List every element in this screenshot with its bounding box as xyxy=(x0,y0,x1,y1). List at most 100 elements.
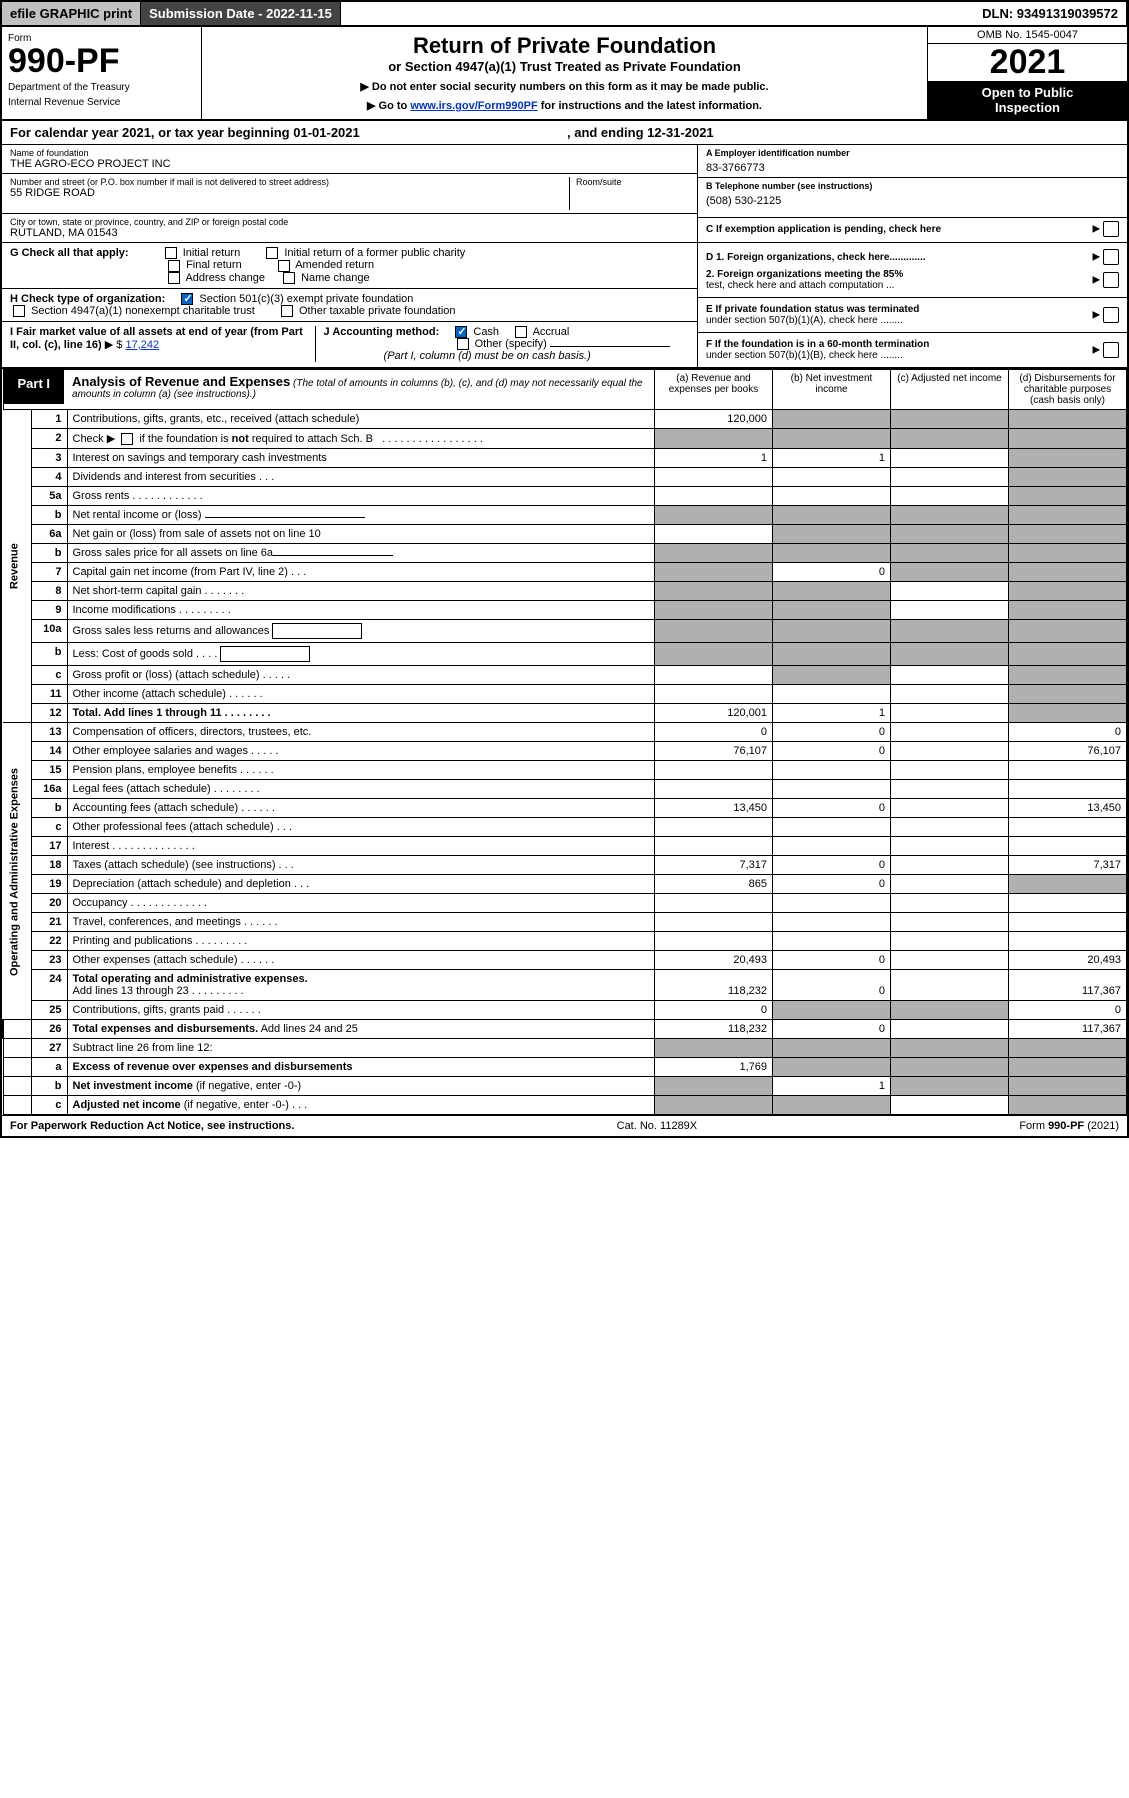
col-b-header: (b) Net investment income xyxy=(773,370,891,410)
row-val-a: 1 xyxy=(655,449,773,468)
room-label: Room/suite xyxy=(576,177,689,187)
tax-year: 2021 xyxy=(928,44,1127,81)
h-4947-checkbox[interactable] xyxy=(13,305,25,317)
j-accrual: Accrual xyxy=(533,326,570,338)
row-num: 11 xyxy=(31,685,67,704)
footer-left: For Paperwork Reduction Act Notice, see … xyxy=(10,1120,294,1132)
form-id-block: Form 990-PF Department of the Treasury I… xyxy=(2,27,202,119)
h-opt2: Section 4947(a)(1) nonexempt charitable … xyxy=(31,305,255,317)
row-num: 25 xyxy=(31,1001,67,1020)
instr2-post: for instructions and the latest informat… xyxy=(541,100,762,112)
row-desc: Total expenses and disbursements. Add li… xyxy=(67,1020,655,1039)
row-val-a: 0 xyxy=(655,723,773,742)
table-row: 2 Check ▶ if the foundation is not requi… xyxy=(3,429,1127,449)
d2-checkbox[interactable] xyxy=(1103,272,1119,288)
phone-cell: B Telephone number (see instructions) (5… xyxy=(698,178,1127,218)
row-desc: Pension plans, employee benefits . . . .… xyxy=(67,761,655,780)
table-row: 11 Other income (attach schedule) . . . … xyxy=(3,685,1127,704)
row-num: 15 xyxy=(31,761,67,780)
cal-end: 12-31-2021 xyxy=(647,125,714,140)
row-desc: Contributions, gifts, grants paid . . . … xyxy=(67,1001,655,1020)
ghi-left: G Check all that apply: Initial return I… xyxy=(2,243,697,367)
table-row: 16a Legal fees (attach schedule) . . . .… xyxy=(3,780,1127,799)
row-desc: Interest on savings and temporary cash i… xyxy=(67,449,655,468)
row-desc: Income modifications . . . . . . . . . xyxy=(67,601,655,620)
exemption-checkbox[interactable] xyxy=(1103,221,1119,237)
r10a-d: Gross sales less returns and allowances xyxy=(73,625,270,637)
footer-row: For Paperwork Reduction Act Notice, see … xyxy=(2,1115,1127,1136)
page-container: efile GRAPHIC print Submission Date - 20… xyxy=(0,0,1129,1138)
g-initial: Initial return xyxy=(183,247,240,259)
row-desc: Check ▶ if the foundation is not require… xyxy=(67,429,655,449)
exemption-pending-cell: C If exemption application is pending, c… xyxy=(698,218,1127,240)
table-row: 17 Interest . . . . . . . . . . . . . . xyxy=(3,837,1127,856)
row-num: 17 xyxy=(31,837,67,856)
row-num: 2 xyxy=(31,429,67,449)
d1-checkbox[interactable] xyxy=(1103,249,1119,265)
g-amended-checkbox[interactable] xyxy=(278,260,290,272)
form-instruction-1: ▶ Do not enter social security numbers o… xyxy=(212,80,917,93)
dln-label: DLN: 93491319039572 xyxy=(974,2,1127,25)
e-checkbox[interactable] xyxy=(1103,307,1119,323)
j-cash-checkbox[interactable] xyxy=(455,326,467,338)
expenses-side-label: Operating and Administrative Expenses xyxy=(3,723,31,1020)
form-instruction-2: ▶ Go to www.irs.gov/Form990PF for instru… xyxy=(212,99,917,112)
j-accrual-checkbox[interactable] xyxy=(515,326,527,338)
row-desc: Other income (attach schedule) . . . . .… xyxy=(67,685,655,704)
g-initial-former-checkbox[interactable] xyxy=(266,247,278,259)
open-line1: Open to Public xyxy=(932,85,1123,100)
part1-header-row: Part I Analysis of Revenue and Expenses … xyxy=(3,370,1127,410)
row-desc: Total operating and administrative expen… xyxy=(67,970,655,1001)
table-row: b Net investment income (if negative, en… xyxy=(3,1077,1127,1096)
form990pf-link[interactable]: www.irs.gov/Form990PF xyxy=(410,100,537,112)
g-initial-checkbox[interactable] xyxy=(165,247,177,259)
row-num: a xyxy=(31,1058,67,1077)
r10b-d: Less: Cost of goods sold . . . . xyxy=(73,648,218,660)
h-501c3-checkbox[interactable] xyxy=(181,293,193,305)
row-num: 27 xyxy=(31,1039,67,1058)
g-address-checkbox[interactable] xyxy=(168,272,180,284)
j-other-checkbox[interactable] xyxy=(457,338,469,350)
h-other-checkbox[interactable] xyxy=(281,305,293,317)
row-desc: Other expenses (attach schedule) . . . .… xyxy=(67,951,655,970)
row-val-d: 117,367 xyxy=(1009,1020,1127,1039)
row-num: 5a xyxy=(31,487,67,506)
row-val-a: 118,232 xyxy=(655,1020,773,1039)
row-desc: Total. Add lines 1 through 11 . . . . . … xyxy=(67,704,655,723)
row-desc: Legal fees (attach schedule) . . . . . .… xyxy=(67,780,655,799)
row-desc: Less: Cost of goods sold . . . . xyxy=(67,643,655,666)
table-row: b Accounting fees (attach schedule) . . … xyxy=(3,799,1127,818)
row-num: 22 xyxy=(31,932,67,951)
g-name-change: Name change xyxy=(301,272,370,284)
schb-checkbox[interactable] xyxy=(121,433,133,445)
f-checkbox[interactable] xyxy=(1103,342,1119,358)
row-num: c xyxy=(31,1096,67,1115)
e1-label: E If private foundation status was termi… xyxy=(706,304,919,315)
row-val-a: 120,001 xyxy=(655,704,773,723)
table-row: 7 Capital gain net income (from Part IV,… xyxy=(3,563,1127,582)
omb-number: OMB No. 1545-0047 xyxy=(928,27,1127,44)
row-num: c xyxy=(31,666,67,685)
row-num: 24 xyxy=(31,970,67,1001)
g-name-checkbox[interactable] xyxy=(283,272,295,284)
ein-value: 83-3766773 xyxy=(706,162,1119,174)
table-row: 5a Gross rents . . . . . . . . . . . . xyxy=(3,487,1127,506)
calendar-year-row: For calendar year 2021, or tax year begi… xyxy=(2,121,1127,145)
shaded-cell xyxy=(1009,410,1127,429)
table-row: 24 Total operating and administrative ex… xyxy=(3,970,1127,1001)
row-val-d: 117,367 xyxy=(1009,970,1127,1001)
i-value[interactable]: 17,242 xyxy=(125,339,159,351)
table-row: 15 Pension plans, employee benefits . . … xyxy=(3,761,1127,780)
table-row: 14 Other employee salaries and wages . .… xyxy=(3,742,1127,761)
phone-value: (508) 530-2125 xyxy=(706,195,1119,207)
table-row: c Gross profit or (loss) (attach schedul… xyxy=(3,666,1127,685)
row-desc: Net gain or (loss) from sale of assets n… xyxy=(67,525,655,544)
row-val-a: 120,000 xyxy=(655,410,773,429)
i-prefix: ▶ $ xyxy=(105,339,123,351)
efile-print-label[interactable]: efile GRAPHIC print xyxy=(2,2,141,25)
j-cash: Cash xyxy=(473,326,499,338)
shaded-cell xyxy=(773,410,891,429)
row-desc: Gross rents . . . . . . . . . . . . xyxy=(67,487,655,506)
row-val-d: 20,493 xyxy=(1009,951,1127,970)
g-final-checkbox[interactable] xyxy=(168,260,180,272)
